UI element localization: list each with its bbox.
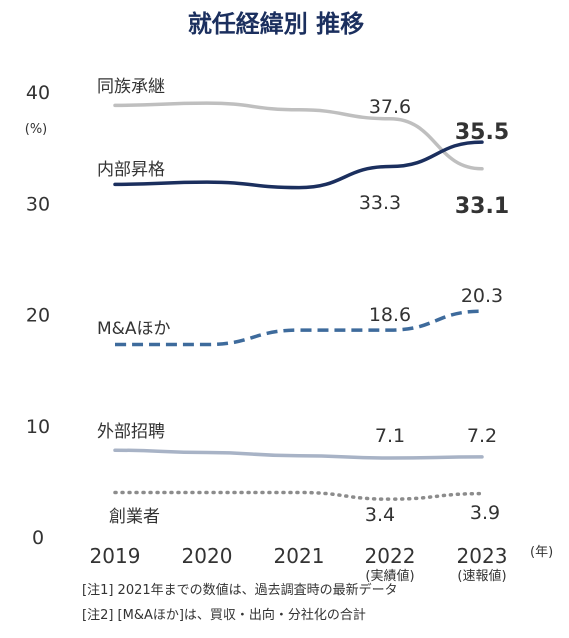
y-tick-label: 10 xyxy=(26,416,50,438)
series-name-label: M&Aほか xyxy=(97,319,171,339)
series-name-label: 内部昇格 xyxy=(97,160,165,180)
x-tick-label: 2020 xyxy=(182,544,233,568)
series-line xyxy=(113,448,484,460)
note-1: [注1] 2021年までの数値は、過去調査時の最新データ xyxy=(82,582,398,598)
series-line xyxy=(114,309,483,347)
series-name-label: 創業者 xyxy=(109,507,160,527)
series-line xyxy=(113,140,484,190)
series-name-label: 外部招聘 xyxy=(97,422,165,442)
x-axis-unit: (年) xyxy=(530,545,553,560)
data-label: 20.3 xyxy=(461,285,503,307)
x-tick-label: 2019 xyxy=(90,544,141,568)
data-label: 33.1 xyxy=(455,194,509,219)
data-label: 7.2 xyxy=(467,425,497,447)
x-tick-sublabel: (速報値) xyxy=(457,568,506,584)
data-labels: 37.6 33.1 33.3 35.5 18.6 20.3 7.1 7.2 3.4 3.9 xyxy=(359,96,509,526)
y-tick-label: 0 xyxy=(32,527,44,549)
y-axis: 0 10 20 30 40 xyxy=(26,82,50,549)
data-label: 35.5 xyxy=(455,120,509,145)
y-tick-label: 40 xyxy=(26,82,50,104)
data-label: 37.6 xyxy=(369,96,411,118)
data-label: 7.1 xyxy=(375,425,405,447)
data-label: 3.9 xyxy=(470,502,500,524)
series-line xyxy=(113,490,484,501)
data-label: 33.3 xyxy=(359,192,401,214)
y-tick-label: 20 xyxy=(26,305,50,327)
x-axis: 2019 2020 2021 2022(実績値) 2023(速報値) xyxy=(90,544,508,584)
y-tick-label: 30 xyxy=(26,193,50,215)
x-tick-label: 2021 xyxy=(274,544,325,568)
series-name-label: 同族承継 xyxy=(97,77,165,97)
chart-title: 就任経緯別 推移 xyxy=(188,10,364,38)
data-label: 18.6 xyxy=(369,304,411,326)
series-lines xyxy=(113,101,484,501)
x-tick-sublabel: (実績値) xyxy=(365,568,414,584)
y-axis-unit: (%) xyxy=(25,122,48,137)
series-line xyxy=(113,101,484,171)
x-tick-label: 2022 xyxy=(365,544,416,568)
x-tick-label: 2023 xyxy=(457,544,508,568)
note-2: [注2] [M&Aほか]は、買収・出向・分社化の合計 xyxy=(82,607,366,623)
data-label: 3.4 xyxy=(365,504,395,526)
